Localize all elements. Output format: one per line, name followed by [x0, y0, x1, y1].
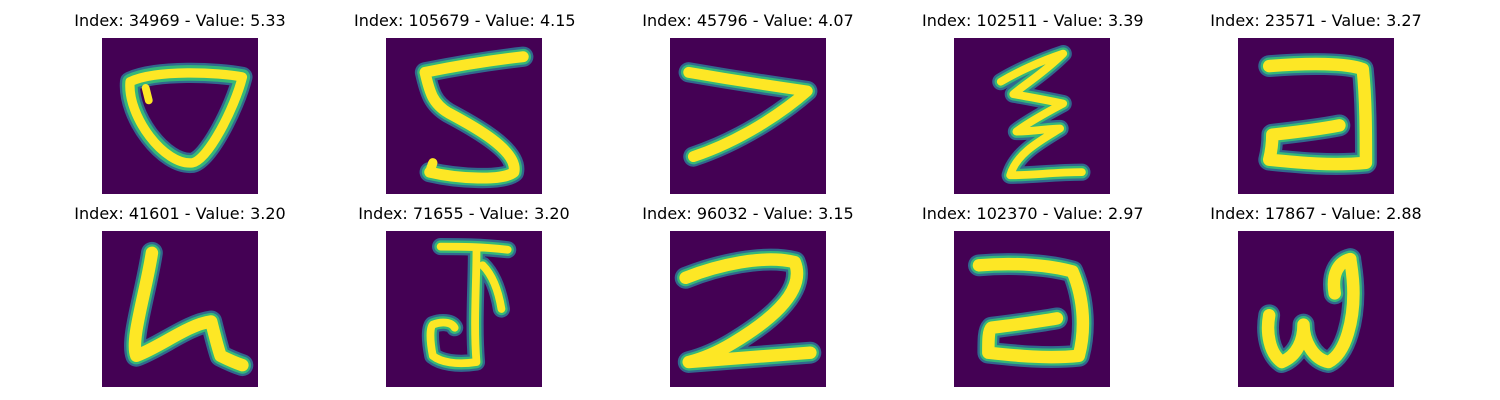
image-panel-6: Index: 41601 - Value: 3.20	[70, 201, 290, 387]
digit-image-7	[386, 231, 542, 387]
image-panel-3: Index: 45796 - Value: 4.07	[638, 8, 858, 194]
image-panel-5: Index: 23571 - Value: 3.27	[1206, 8, 1426, 194]
image-panel-10: Index: 17867 - Value: 2.88	[1206, 201, 1426, 387]
image-panel-8: Index: 96032 - Value: 3.15	[638, 201, 858, 387]
digit-image-10	[1238, 231, 1394, 387]
digit-image-4	[954, 38, 1110, 194]
panel-title: Index: 102511 - Value: 3.39	[922, 11, 1144, 30]
panel-title: Index: 41601 - Value: 3.20	[74, 204, 286, 223]
image-panel-1: Index: 34969 - Value: 5.33	[70, 8, 290, 194]
digit-image-3	[670, 38, 826, 194]
digit-image-1	[102, 38, 258, 194]
digit-image-6	[102, 231, 258, 387]
panel-title: Index: 102370 - Value: 2.97	[922, 204, 1144, 223]
panel-title: Index: 105679 - Value: 4.15	[354, 11, 576, 30]
digit-image-5	[1238, 38, 1394, 194]
panel-title: Index: 17867 - Value: 2.88	[1210, 204, 1422, 223]
image-panel-9: Index: 102370 - Value: 2.97	[922, 201, 1144, 387]
digit-image-8	[670, 231, 826, 387]
digit-image-2	[386, 38, 542, 194]
panel-title: Index: 23571 - Value: 3.27	[1210, 11, 1422, 30]
digit-image-9	[954, 231, 1110, 387]
panel-title: Index: 71655 - Value: 3.20	[358, 204, 570, 223]
image-panel-2: Index: 105679 - Value: 4.15	[354, 8, 576, 194]
image-panel-4: Index: 102511 - Value: 3.39	[922, 8, 1144, 194]
panel-title: Index: 96032 - Value: 3.15	[642, 204, 854, 223]
panel-title: Index: 45796 - Value: 4.07	[642, 11, 854, 30]
image-panel-7: Index: 71655 - Value: 3.20	[354, 201, 574, 387]
panel-title: Index: 34969 - Value: 5.33	[74, 11, 286, 30]
